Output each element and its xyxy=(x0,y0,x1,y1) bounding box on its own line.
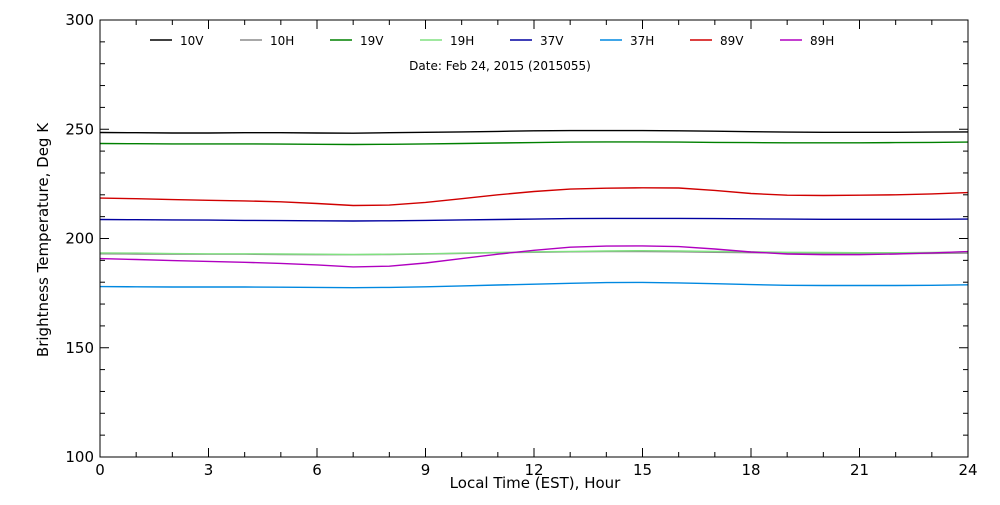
x-tick-label: 9 xyxy=(421,461,431,479)
series-layer xyxy=(99,129,969,289)
legend-label-10v: 10V xyxy=(180,34,204,48)
y-tick-label: 250 xyxy=(65,120,94,138)
y-axis-title: Brightness Temperature, Deg K xyxy=(34,122,52,357)
series-line-89v xyxy=(99,187,969,207)
legend: 10V 10H 19V 19H 37V 37H 89V 89H xyxy=(150,34,834,48)
legend-label-10h: 10H xyxy=(270,34,294,48)
x-tick-label: 15 xyxy=(633,461,652,479)
y-tick-label: 100 xyxy=(65,448,94,466)
ticks-layer: 0 3 6 9 12 15 18 21 24 100 150 200 250 300 xyxy=(65,11,977,479)
series-line-19v xyxy=(99,141,969,146)
x-tick-label: 18 xyxy=(741,461,760,479)
legend-label-19v: 19V xyxy=(360,34,384,48)
x-axis-title: Local Time (EST), Hour xyxy=(450,474,621,492)
date-annotation: Date: Feb 24, 2015 (2015055) xyxy=(409,59,591,73)
series-line-37v xyxy=(99,217,969,222)
legend-label-89h: 89H xyxy=(810,34,834,48)
y-tick-label: 200 xyxy=(65,230,94,248)
x-tick-label: 12 xyxy=(524,461,543,479)
plot-frame xyxy=(99,19,969,458)
y-tick-label: 150 xyxy=(65,339,94,357)
series-line-37h xyxy=(99,281,969,289)
legend-label-19h: 19H xyxy=(450,34,474,48)
legend-label-37h: 37H xyxy=(630,34,654,48)
x-tick-label: 24 xyxy=(958,461,977,479)
x-tick-label: 0 xyxy=(95,461,105,479)
x-tick-label: 3 xyxy=(204,461,214,479)
legend-label-37v: 37V xyxy=(540,34,564,48)
y-tick-label: 300 xyxy=(65,11,94,29)
series-line-19h xyxy=(99,249,969,256)
legend-label-89v: 89V xyxy=(720,34,744,48)
series-line-89h xyxy=(99,245,969,268)
series-line-10v xyxy=(99,129,969,134)
x-tick-label: 6 xyxy=(312,461,322,479)
x-tick-label: 21 xyxy=(850,461,869,479)
